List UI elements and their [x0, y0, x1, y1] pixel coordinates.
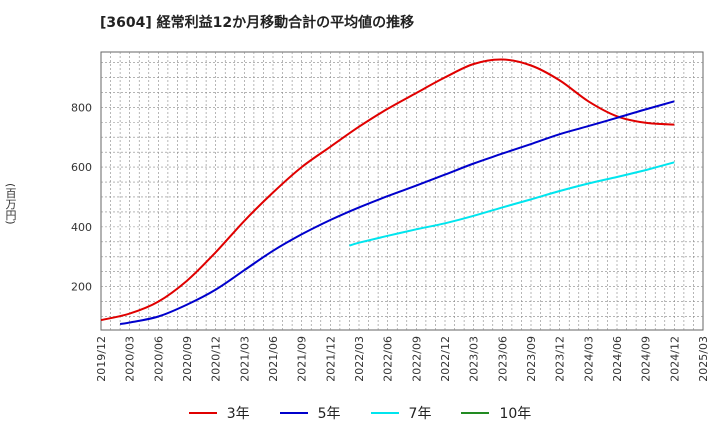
x-tick-label: 2020/06	[152, 336, 165, 382]
legend-label: 5年	[317, 406, 341, 422]
x-tick-label: 2021/09	[296, 336, 309, 382]
legend-item-7y: 7年	[370, 403, 432, 423]
legend-swatch	[188, 412, 217, 414]
x-tick-label: 2021/06	[267, 336, 280, 382]
y-tick-label: 200	[71, 281, 92, 294]
x-tick-label: 2022/03	[353, 336, 366, 382]
x-axis-ticks: 2019/12 2020/03 2020/06 2020/09 2020/12 2021/…	[95, 336, 710, 382]
legend-swatch	[279, 412, 308, 414]
x-tick-label: 2019/12	[95, 336, 108, 382]
series-line-3年	[100, 58, 675, 322]
x-tick-label: 2020/03	[124, 336, 137, 382]
horizontal-gridlines	[101, 62, 703, 317]
x-tick-label: 2020/12	[210, 336, 223, 382]
legend: 3年 5年 7年 10年	[0, 403, 720, 423]
y-tick-label: 800	[71, 101, 92, 114]
y-tick-label: 400	[71, 221, 92, 234]
x-tick-label: 2025/03	[697, 336, 710, 382]
series-lines	[100, 58, 675, 325]
x-tick-label: 2023/03	[468, 336, 481, 382]
legend-label: 7年	[408, 406, 432, 422]
series-line-7年	[349, 161, 675, 247]
series-line-5年	[119, 100, 675, 325]
x-tick-label: 2024/03	[582, 336, 595, 382]
y-axis-unit-label: (百万円)	[4, 183, 17, 225]
x-tick-label: 2024/12	[668, 336, 681, 382]
legend-label: 10年	[499, 406, 532, 422]
legend-item-5y: 5年	[279, 403, 341, 423]
x-tick-label: 2021/03	[238, 336, 251, 382]
y-axis-ticks: 200 400 600 800	[71, 101, 92, 293]
legend-swatch	[461, 412, 490, 414]
chart-title: [3604] 経常利益12か月移動合計の平均値の推移	[100, 15, 415, 31]
legend-swatch	[370, 412, 399, 414]
x-tick-label: 2023/09	[525, 336, 538, 382]
x-tick-label: 2022/12	[439, 336, 452, 382]
x-tick-label: 2023/06	[496, 336, 509, 382]
legend-item-10y: 10年	[461, 403, 531, 423]
legend-item-3y: 3年	[188, 403, 250, 423]
x-tick-label: 2022/06	[382, 336, 395, 382]
legend-label: 3年	[226, 406, 250, 422]
x-tick-label: 2021/12	[324, 336, 337, 382]
x-tick-label: 2023/12	[554, 336, 567, 382]
x-tick-label: 2020/09	[181, 336, 194, 382]
x-tick-label: 2024/06	[611, 336, 624, 382]
x-tick-label: 2024/09	[640, 336, 653, 382]
y-tick-label: 600	[71, 161, 92, 174]
x-tick-label: 2022/09	[410, 336, 423, 382]
